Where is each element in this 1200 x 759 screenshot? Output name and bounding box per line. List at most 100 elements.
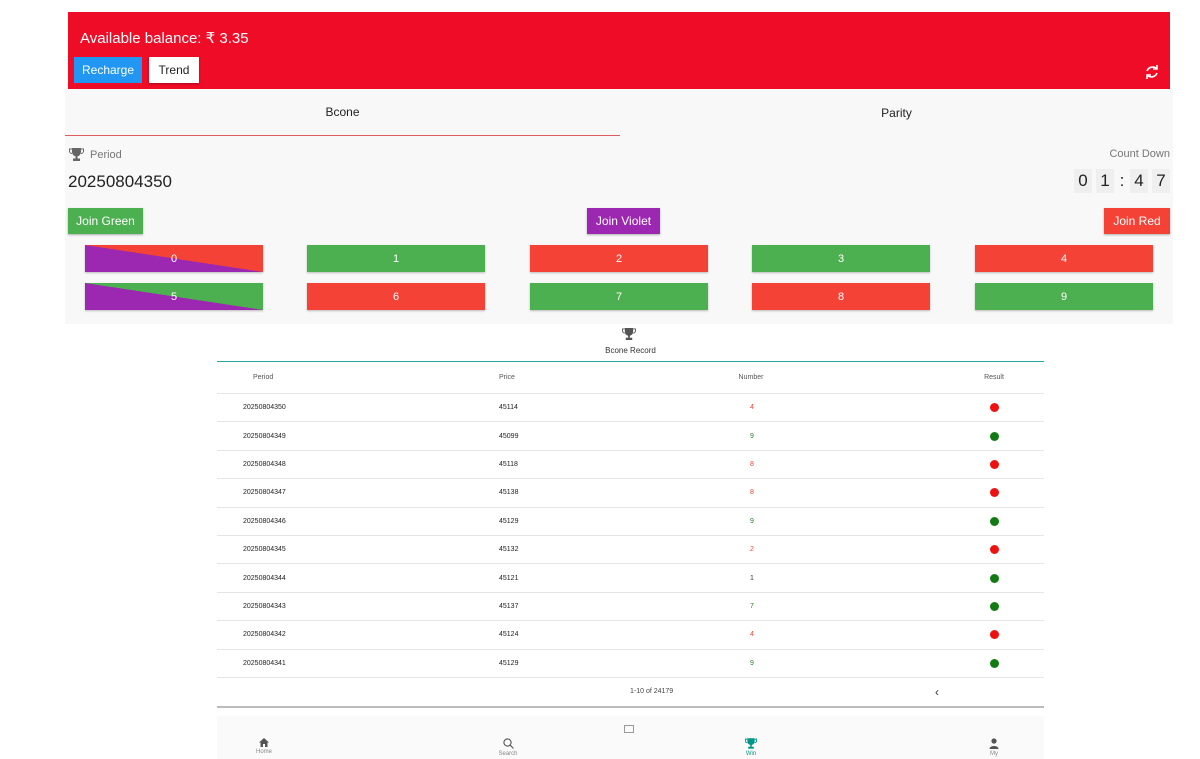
chevron-left-icon[interactable]: ‹ xyxy=(935,685,939,699)
row-period: 20250804349 xyxy=(243,432,286,440)
record-header: Bcone Record xyxy=(217,326,1044,362)
result-dot xyxy=(989,516,999,526)
refresh-icon[interactable] xyxy=(1144,64,1160,80)
table-row: 20250804347 45138 8 xyxy=(217,479,1044,508)
row-result xyxy=(977,564,1011,591)
trend-button[interactable]: Trend xyxy=(149,57,199,83)
table-row: 20250804348 45118 8 xyxy=(217,451,1044,480)
nav-search[interactable]: Search xyxy=(478,738,538,757)
tab-bcone[interactable]: Bcone xyxy=(65,89,620,136)
row-period: 20250804348 xyxy=(243,460,286,468)
table-row: 20250804345 45132 2 xyxy=(217,536,1044,565)
row-price: 45137 xyxy=(499,602,519,610)
row-number: 7 xyxy=(750,602,754,610)
row-result xyxy=(977,394,1011,421)
result-dot xyxy=(989,431,999,441)
row-result xyxy=(977,650,1011,677)
number-button-0[interactable]: 0 xyxy=(85,245,263,272)
countdown-digit: 7 xyxy=(1152,169,1170,193)
row-result xyxy=(977,621,1011,648)
countdown-digit: 0 xyxy=(1074,169,1092,193)
number-button-9[interactable]: 9 xyxy=(975,283,1153,310)
row-period: 20250804345 xyxy=(243,546,286,554)
nav-home[interactable]: Home xyxy=(234,738,294,755)
row-period: 20250804350 xyxy=(243,404,286,412)
pagination-text: 1-10 of 24179 xyxy=(630,688,674,695)
record-title: Bcone Record xyxy=(605,346,656,355)
row-number: 2 xyxy=(750,546,754,554)
row-price: 45114 xyxy=(499,404,518,412)
row-price: 45124 xyxy=(499,631,519,639)
row-number: 8 xyxy=(750,489,754,497)
table-row: 20250804342 45124 4 xyxy=(217,621,1044,650)
number-button-8[interactable]: 8 xyxy=(752,283,930,310)
nav-my-label: My xyxy=(990,751,998,757)
join-violet-button[interactable]: Join Violet xyxy=(587,208,660,234)
number-button-3[interactable]: 3 xyxy=(752,245,930,272)
countdown-digit: 4 xyxy=(1130,169,1148,193)
row-number: 9 xyxy=(750,659,754,667)
row-number: 9 xyxy=(750,432,754,440)
available-balance: Available balance: ₹ 3.35 xyxy=(80,30,249,47)
row-result xyxy=(977,508,1011,535)
list-icon xyxy=(624,725,634,733)
result-dot xyxy=(989,488,999,498)
number-button-5[interactable]: 5 xyxy=(85,283,263,310)
balance-header: Available balance: ₹ 3.35 Recharge Trend xyxy=(68,12,1170,89)
row-period: 20250804342 xyxy=(243,631,286,639)
join-red-button[interactable]: Join Red xyxy=(1104,208,1170,234)
tab-parity[interactable]: Parity xyxy=(881,105,912,120)
number-button-2[interactable]: 2 xyxy=(530,245,708,272)
period-label-text: Period xyxy=(90,148,122,161)
table-row: 20250804343 45137 7 xyxy=(217,593,1044,622)
column-header-number: Number xyxy=(738,374,764,381)
nav-win[interactable]: Win xyxy=(721,738,781,757)
row-number: 4 xyxy=(750,631,754,639)
table-header-row: Period Price Number Result xyxy=(217,362,1044,394)
game-panel: Bcone Parity Period 20250804350 Count Do… xyxy=(65,89,1173,324)
row-result xyxy=(977,593,1011,620)
nav-home-label: Home xyxy=(255,749,272,755)
row-period: 20250804347 xyxy=(243,489,286,497)
row-price: 45118 xyxy=(499,460,518,468)
column-header-period: Period xyxy=(253,374,274,381)
number-button-4[interactable]: 4 xyxy=(975,245,1153,272)
row-number: 9 xyxy=(750,517,754,525)
result-dot xyxy=(989,601,999,611)
trophy-icon xyxy=(69,148,84,161)
result-dot xyxy=(989,459,999,469)
nav-my[interactable]: My xyxy=(964,738,1024,757)
row-price: 45138 xyxy=(499,489,519,497)
row-number: 4 xyxy=(750,404,754,412)
result-dot xyxy=(989,403,999,413)
nav-search-label: Search xyxy=(498,751,518,757)
pagination: 1-10 of 24179 ‹ xyxy=(217,678,1044,708)
trophy-icon xyxy=(745,738,757,749)
number-button-6[interactable]: 6 xyxy=(307,283,485,310)
row-period: 20250804344 xyxy=(243,574,286,582)
number-button-1[interactable]: 1 xyxy=(307,245,485,272)
row-result xyxy=(977,451,1011,478)
row-period: 20250804343 xyxy=(243,602,286,610)
table-row: 20250804341 45129 9 xyxy=(217,650,1044,678)
join-green-button[interactable]: Join Green xyxy=(68,208,143,234)
row-number: 1 xyxy=(750,574,754,582)
row-price: 45132 xyxy=(499,546,519,554)
table-row: 20250804346 45129 9 xyxy=(217,508,1044,536)
row-price: 45121 xyxy=(499,574,519,582)
result-dot xyxy=(989,658,999,668)
row-price: 45129 xyxy=(499,659,519,667)
countdown: 0 1 : 4 7 xyxy=(1074,169,1170,193)
number-button-7[interactable]: 7 xyxy=(530,283,708,310)
row-period: 20250804346 xyxy=(243,517,286,525)
row-number: 8 xyxy=(750,460,754,468)
record-table: Period Price Number Result 20250804350 45… xyxy=(217,362,1044,678)
column-header-result: Result xyxy=(984,374,1004,381)
result-dot xyxy=(989,630,999,640)
table-row: 20250804350 45114 4 xyxy=(217,394,1044,423)
period-value: 20250804350 xyxy=(68,172,173,191)
recharge-button[interactable]: Recharge xyxy=(74,57,142,83)
result-dot xyxy=(989,573,999,583)
bottom-strip xyxy=(217,716,1044,759)
countdown-label: Count Down xyxy=(1109,148,1170,160)
